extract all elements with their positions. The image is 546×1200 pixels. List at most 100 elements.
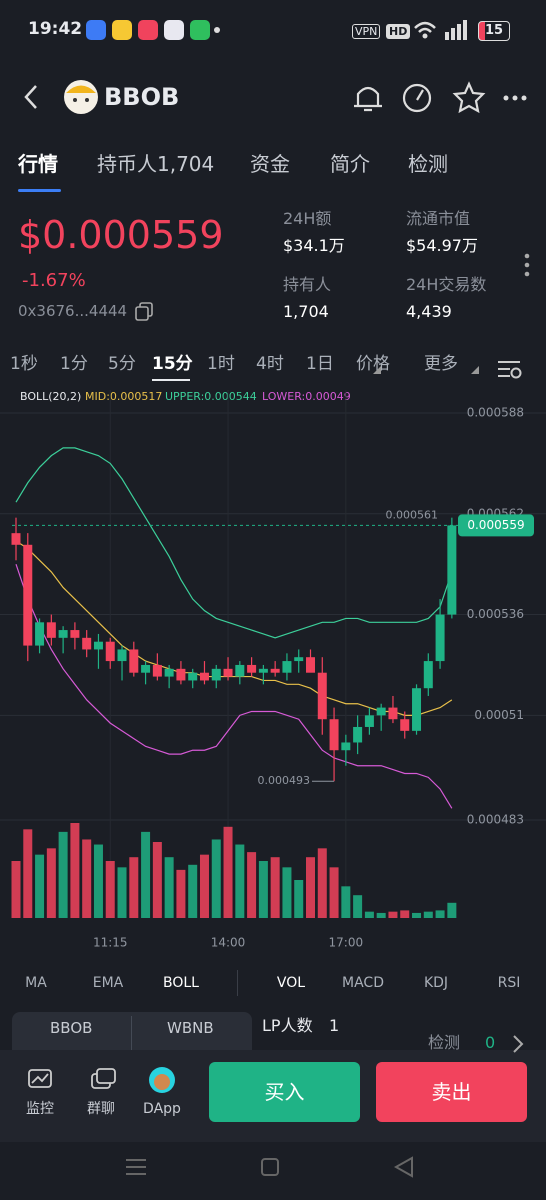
- volume-bar: [223, 826, 233, 918]
- tab-underline: [18, 189, 61, 192]
- more-dots[interactable]: [522, 252, 532, 280]
- interval[interactable]: 1秒: [10, 354, 38, 374]
- last-price-label: 0.000559: [467, 518, 524, 532]
- tab[interactable]: 检测: [408, 152, 448, 176]
- chevron[interactable]: [510, 1034, 526, 1054]
- buy-button[interactable]: 买入: [209, 1062, 360, 1122]
- y-tick-label: 0.000536: [467, 607, 524, 621]
- sell-button[interactable]: 卖出: [376, 1062, 527, 1122]
- bottom-item[interactable]: 群聊: [87, 1101, 115, 1117]
- interval[interactable]: 5分: [108, 354, 136, 374]
- price: $0.000559: [18, 213, 224, 257]
- volume-bar: [46, 848, 56, 918]
- stat-label: 24H额: [283, 209, 332, 228]
- stat-label: 24H交易数: [406, 275, 487, 294]
- indicator-tab[interactable]: EMA: [92, 975, 124, 991]
- tab[interactable]: 持币人1,704: [97, 152, 215, 176]
- tab[interactable]: 资金: [250, 152, 290, 176]
- clock: 19:42: [28, 19, 83, 39]
- volume-bar: [141, 831, 151, 918]
- volume-bar: [376, 912, 386, 918]
- bottom-item[interactable]: DApp: [143, 1101, 181, 1117]
- volume-bar: [129, 857, 139, 918]
- boll-upper: [15, 447, 453, 639]
- bottom-item[interactable]: 监控: [26, 1101, 54, 1117]
- volume-bar: [152, 842, 162, 918]
- interval[interactable]: 1日: [306, 354, 334, 374]
- candle-body: [376, 707, 386, 716]
- candle-body: [447, 525, 457, 615]
- interval[interactable]: 1分: [60, 354, 88, 374]
- signal-icons: [414, 20, 467, 40]
- tab[interactable]: 简介: [330, 152, 370, 176]
- divider: [237, 970, 238, 996]
- candle-body: [388, 707, 398, 720]
- boll-mid: [15, 540, 453, 716]
- interval-underline: [152, 379, 190, 381]
- star[interactable]: [452, 81, 486, 114]
- tab[interactable]: 行情: [18, 152, 58, 176]
- candle-body: [93, 641, 103, 650]
- header-icons: [24, 80, 527, 114]
- check-label: 检测: [428, 1033, 461, 1052]
- candle-body: [317, 672, 327, 720]
- candle-body: [400, 719, 410, 731]
- candle-body: [223, 668, 233, 677]
- volume-bar: [117, 867, 127, 918]
- gauge[interactable]: [402, 83, 432, 113]
- volume-bar: [247, 852, 257, 918]
- candle-body: [46, 622, 56, 638]
- interval[interactable]: 15分: [152, 354, 193, 374]
- indicator-tab[interactable]: MACD: [342, 975, 384, 991]
- indicator-tab[interactable]: MA: [25, 975, 47, 991]
- candle-body: [341, 742, 351, 751]
- candle-body: [435, 614, 445, 662]
- indicator-tab[interactable]: VOL: [276, 975, 306, 991]
- interval[interactable]: 更多: [424, 354, 458, 374]
- copy-icon[interactable]: [135, 302, 155, 322]
- y-tick-label: 0.000483: [467, 813, 524, 827]
- volume-bar: [423, 911, 433, 918]
- indicator-tab[interactable]: RSI: [497, 975, 521, 991]
- volume-bar: [58, 831, 68, 918]
- interval[interactable]: 价格: [356, 354, 390, 374]
- stat-value: 4,439: [406, 302, 452, 321]
- indicator-tab[interactable]: KDJ: [423, 975, 449, 991]
- token-b: WBNB: [167, 1019, 214, 1037]
- volume-bar: [11, 861, 21, 918]
- candle-body: [117, 649, 127, 662]
- candle-body: [258, 668, 268, 673]
- volume-bar: [23, 829, 33, 918]
- volume-bar: [164, 857, 174, 918]
- min-label: 0.000493: [258, 774, 311, 787]
- volume-bar: [176, 869, 186, 918]
- volume-bar: [294, 880, 304, 918]
- legend-item: UPPER:0.000544: [165, 390, 257, 403]
- stat-value: $34.1万: [283, 236, 345, 255]
- candle-body: [82, 637, 92, 650]
- candle-body: [211, 668, 221, 681]
- back[interactable]: [24, 85, 37, 109]
- bottom-icons: [28, 1067, 175, 1093]
- address: 0x3676...4444: [18, 302, 128, 320]
- candle-body: [23, 544, 33, 646]
- candle-body: [353, 726, 363, 743]
- volume-bar: [105, 861, 115, 918]
- volume-bar: [447, 902, 457, 918]
- volume-bar: [400, 910, 410, 918]
- interval[interactable]: 1时: [207, 354, 235, 374]
- hd-badge: HD: [386, 24, 411, 39]
- indicator-tab[interactable]: BOLL: [163, 975, 199, 991]
- candle-body: [282, 661, 292, 673]
- bell[interactable]: [354, 86, 382, 112]
- token-a: BBOB: [50, 1019, 93, 1037]
- volume-bar: [258, 861, 268, 918]
- volume-bar: [82, 839, 92, 918]
- lp-value: 1: [329, 1016, 340, 1035]
- x-tick-label: 14:00: [211, 936, 246, 950]
- token-name: BBOB: [104, 83, 180, 111]
- interval[interactable]: 4时: [256, 354, 284, 374]
- volume-bar: [353, 895, 363, 918]
- legend-item: LOWER:0.00049: [262, 390, 351, 403]
